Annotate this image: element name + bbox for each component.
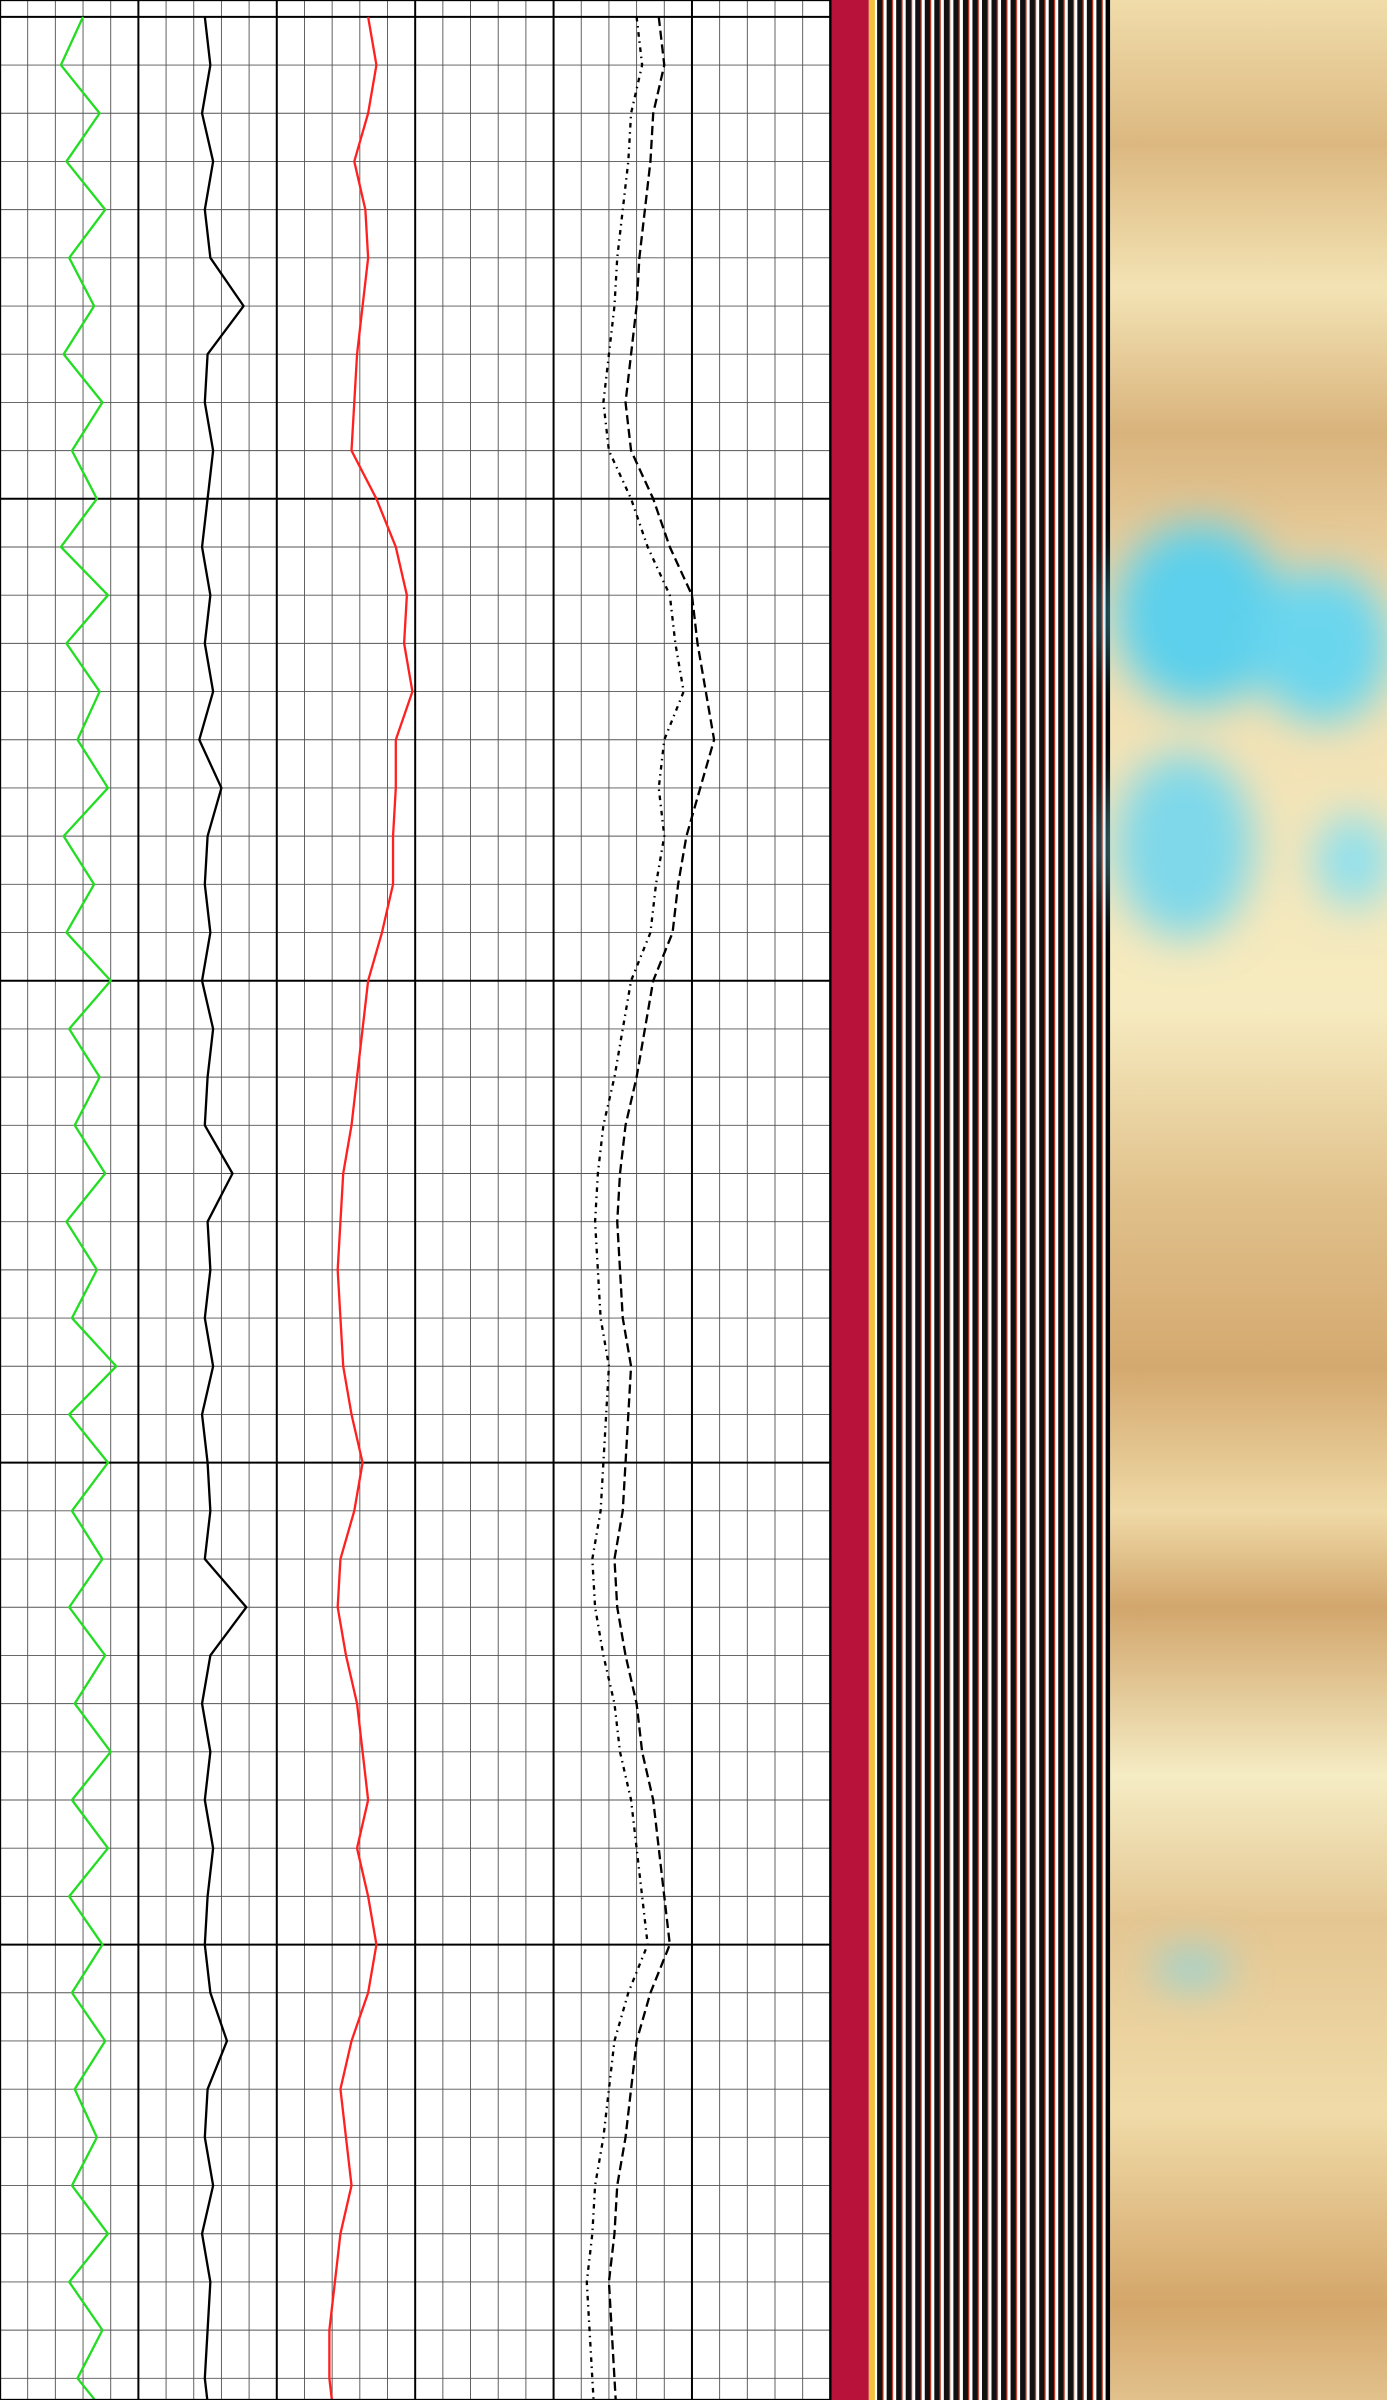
grid [0,0,832,2400]
log-curve [607,16,716,2400]
log-curve [585,16,685,2400]
log-curve [198,16,248,2400]
amplitude-bar [830,0,869,2400]
waveform-image [874,0,1106,2400]
log-curve [59,16,118,2400]
image-log [1110,0,1387,2400]
bar-edge [868,0,875,2400]
curves [59,16,716,2400]
track-divider [1105,0,1111,2400]
track-border [0,0,832,2400]
log-curve [328,16,414,2400]
cyan-zones [1114,522,1387,1984]
